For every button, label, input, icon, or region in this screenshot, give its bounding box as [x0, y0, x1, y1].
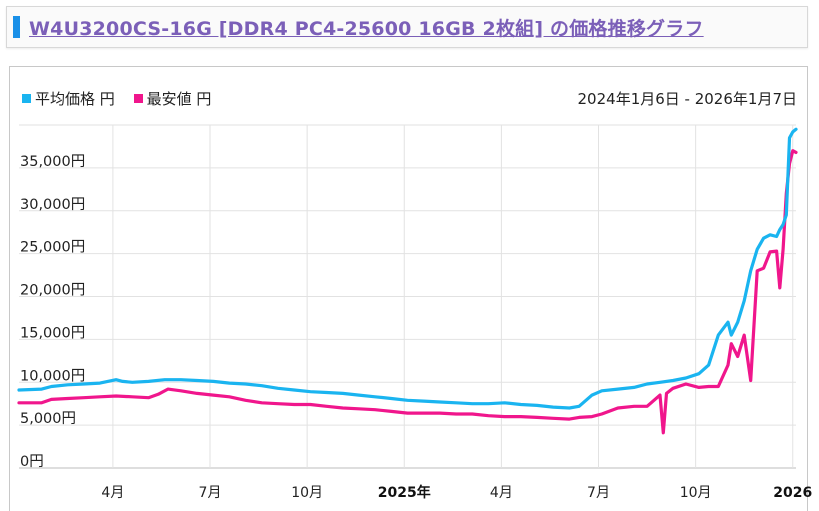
header-accent-bar: [13, 16, 20, 38]
x-axis-ticks: 4月 7月 10月 2025年 4月 7月 10月 2026: [101, 484, 812, 501]
series-line-average: [17, 127, 798, 410]
chart-container: [9, 66, 808, 511]
y-tick-label: 35,000円: [20, 154, 85, 170]
page-header: W4U3200CS-16G [DDR4 PC4-25600 16GB 2枚組] …: [6, 6, 808, 48]
x-tick-label: 2025年: [378, 484, 431, 501]
legend-label-average: 平均価格 円: [35, 90, 115, 108]
y-tick-label: 20,000円: [20, 283, 85, 299]
x-tick-label: 7月: [587, 485, 610, 501]
legend-label-lowest: 最安値 円: [146, 90, 212, 108]
y-axis-ticks: 0円 5,000円 10,000円 15,000円 20,000円 25,000円 30,0…: [20, 154, 85, 470]
legend-swatch-lowest: [133, 94, 143, 103]
x-tick-label: 10月: [680, 485, 712, 501]
x-tick-label: 4月: [101, 485, 124, 501]
y-tick-label: 15,000円: [20, 325, 85, 341]
y-tick-label: 30,000円: [20, 197, 85, 213]
legend-item-average[interactable]: 平均価格 円: [22, 88, 115, 109]
chart-grid: [19, 124, 796, 469]
y-tick-label: 10,000円: [20, 368, 85, 384]
y-tick-label: 25,000円: [20, 240, 85, 256]
legend-swatch-average: [22, 94, 31, 103]
y-tick-label: 5,000円: [20, 411, 76, 427]
series-lines: [17, 127, 798, 435]
legend-item-lowest[interactable]: 最安値 円: [133, 88, 212, 109]
series-line-lowest: [17, 149, 798, 435]
x-tick-label: 7月: [199, 485, 222, 501]
x-tick-label: 4月: [490, 485, 513, 501]
x-tick-label: 10月: [291, 485, 323, 501]
y-tick-label: 0円: [20, 454, 44, 470]
x-tick-label: 2026: [773, 485, 812, 501]
chart-legend: 平均価格 円 最安値 円: [22, 88, 225, 109]
page-title-link[interactable]: W4U3200CS-16G [DDR4 PC4-25600 16GB 2枚組] …: [29, 18, 704, 40]
date-range: 2024年1月6日 - 2026年1月7日: [577, 90, 797, 108]
